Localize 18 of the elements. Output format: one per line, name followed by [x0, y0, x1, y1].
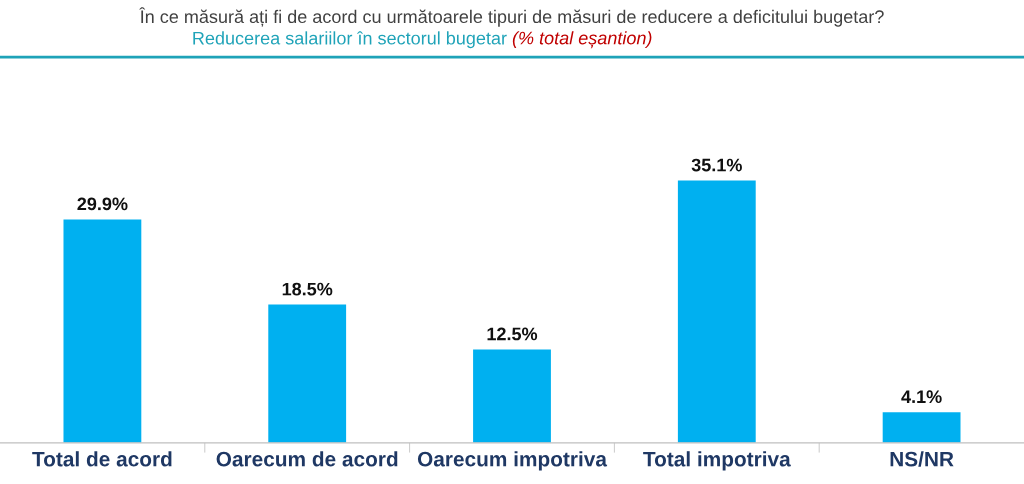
x-tick-label: NS/NR	[890, 451, 954, 467]
data-label: 4.1%	[901, 390, 942, 404]
x-tick-label: Oarecum de acord	[216, 451, 398, 467]
x-tick-label: Total de acord	[32, 451, 172, 467]
x-tick-label: Oarecum impotriva	[417, 451, 608, 471]
data-label: 35.1%	[691, 158, 742, 172]
text: (% total eșantion)	[512, 31, 652, 49]
data-label: 29.9%	[77, 197, 128, 211]
bar	[473, 349, 551, 443]
data-label: 18.5%	[282, 282, 333, 296]
bar	[882, 412, 961, 443]
bar	[677, 180, 756, 443]
chart-subtitle: Reducerea salariilor în sectorul bugetar	[193, 31, 507, 49]
bar	[63, 219, 142, 443]
data-label: 12.5%	[487, 327, 538, 341]
chart-title: În ce măsură ați fi de acord cu următoarele tipuri de măsuri de reducere a deficitului bugetar?	[139, 7, 884, 27]
bar	[268, 304, 347, 443]
x-tick-label: Total impotriva	[643, 451, 791, 471]
